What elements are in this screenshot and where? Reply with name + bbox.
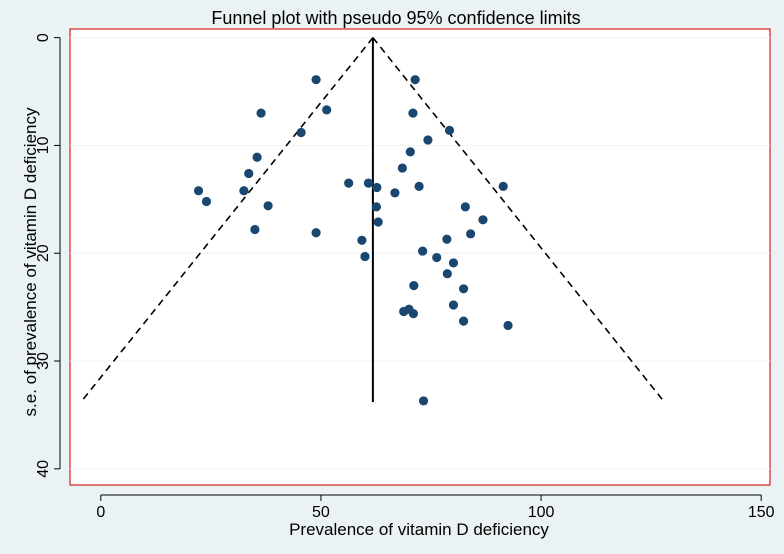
x-axis-title: Prevalence of vitamin D deficiency (289, 520, 549, 539)
study-point-6 (444, 125, 455, 135)
study-point-7 (296, 127, 306, 138)
x-tick-label-0: 0 (96, 504, 105, 521)
study-point-43 (458, 316, 469, 326)
y-axis-ticks: 0 10 20 30 40 (35, 33, 60, 478)
chart-title: Funnel plot with pseudo 95% confidence l… (211, 8, 580, 28)
plot-area (69, 28, 771, 486)
study-point-18 (372, 182, 382, 193)
study-point-17 (363, 178, 374, 188)
study-point-39 (448, 300, 459, 310)
study-point-38 (458, 284, 469, 294)
y-tick-label-30: 30 (35, 352, 52, 370)
study-point-32 (418, 246, 428, 256)
study-point-23 (371, 202, 382, 212)
y-tick-label-10: 10 (35, 136, 52, 154)
study-points (193, 75, 513, 406)
study-point-37 (409, 280, 419, 291)
study-point-19 (414, 181, 424, 191)
x-tick-label-100: 100 (528, 504, 555, 521)
study-point-1 (311, 75, 321, 85)
y-tick-label-20: 20 (35, 244, 52, 262)
lower-confidence-limit (80, 37, 374, 403)
study-point-41 (399, 306, 409, 317)
study-point-2 (410, 75, 420, 85)
study-point-10 (252, 152, 262, 162)
study-point-30 (357, 235, 367, 245)
study-point-31 (442, 234, 452, 244)
study-point-45 (418, 396, 429, 406)
study-point-15 (239, 186, 249, 196)
study-point-4 (322, 105, 332, 115)
study-point-27 (250, 224, 260, 235)
study-point-35 (448, 258, 459, 268)
y-axis-title: s.e. of prevalence of vitamin D deficien… (21, 107, 40, 416)
study-point-8 (423, 135, 433, 145)
y-tick-label-0: 0 (35, 33, 52, 42)
study-point-20 (390, 188, 400, 198)
study-point-28 (311, 228, 321, 238)
study-point-11 (397, 163, 407, 173)
study-point-36 (442, 269, 452, 279)
study-point-13 (498, 181, 508, 191)
study-point-12 (244, 168, 254, 179)
study-point-9 (405, 147, 415, 157)
study-point-14 (193, 186, 204, 196)
study-point-34 (432, 252, 442, 263)
study-point-21 (201, 196, 212, 207)
study-point-26 (373, 217, 383, 227)
study-point-44 (503, 320, 513, 331)
study-point-29 (466, 229, 476, 239)
study-point-25 (478, 215, 488, 225)
x-axis-ticks: 0 50 100 150 (96, 495, 775, 521)
study-point-3 (256, 108, 266, 118)
y-tick-label-40: 40 (35, 460, 52, 478)
upper-confidence-limit (372, 37, 665, 403)
x-tick-label-150: 150 (748, 504, 775, 521)
study-point-24 (460, 202, 470, 212)
study-point-22 (263, 201, 273, 211)
study-point-5 (408, 108, 418, 118)
confidence-limit-lines (80, 37, 665, 403)
study-point-42 (408, 308, 418, 319)
study-point-16 (344, 178, 354, 188)
study-point-33 (360, 251, 370, 262)
x-tick-label-50: 50 (312, 504, 330, 521)
